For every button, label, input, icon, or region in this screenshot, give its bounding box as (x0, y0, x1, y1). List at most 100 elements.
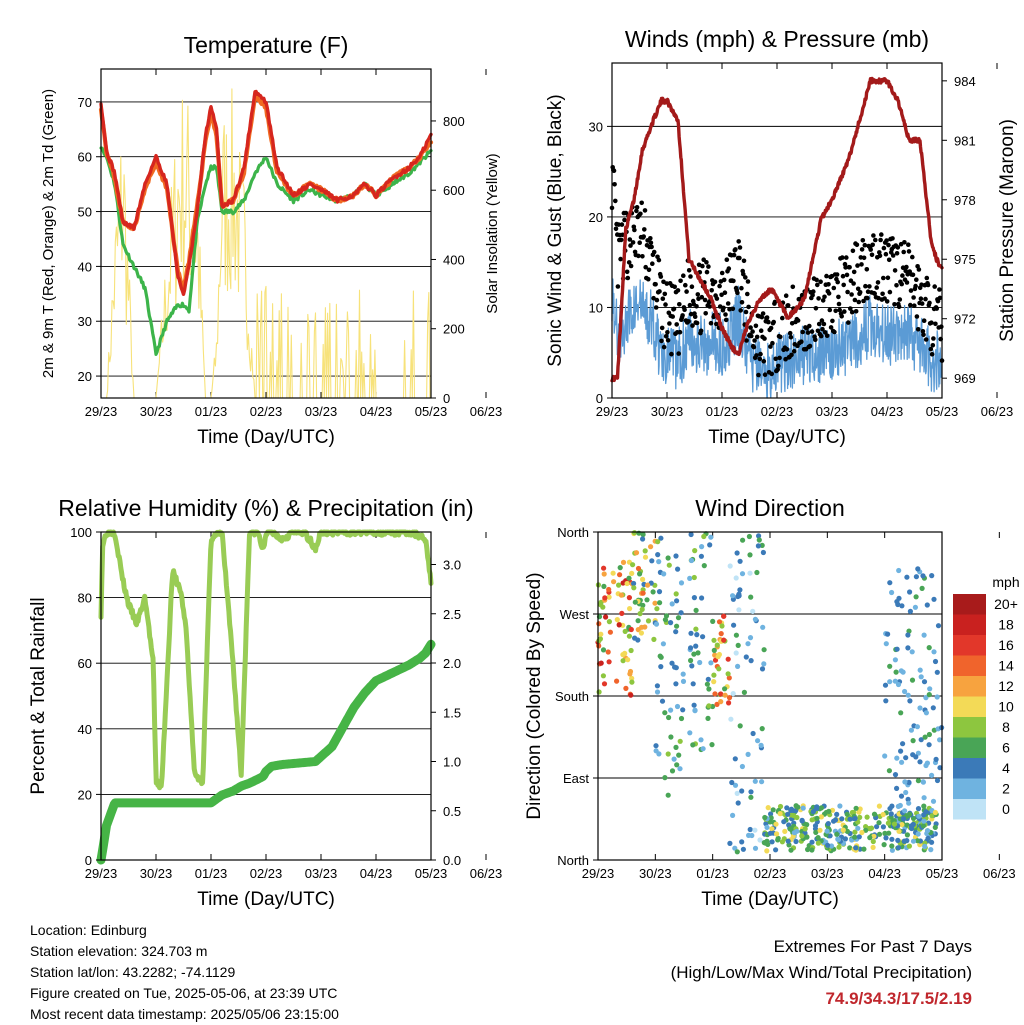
direction-point (910, 838, 917, 844)
direction-point (761, 647, 767, 653)
y2-tick-label: 975 (954, 252, 976, 267)
direction-point (674, 762, 680, 768)
direction-point (675, 615, 682, 621)
direction-point (620, 559, 627, 566)
direction-point (651, 636, 657, 643)
direction-point (915, 750, 922, 756)
wind-series (611, 278, 943, 399)
direction-point (827, 833, 833, 839)
direction-point (909, 649, 915, 655)
direction-point (810, 808, 817, 815)
direction-point (691, 702, 697, 708)
direction-point (895, 681, 902, 688)
direction-point (768, 815, 774, 821)
direction-point (624, 580, 630, 587)
chart-title: Relative Humidity (%) & Precipitation (i… (58, 495, 473, 521)
direction-point (718, 699, 724, 705)
gust-point (899, 281, 904, 287)
gust-point (738, 308, 743, 313)
gust-point (833, 308, 838, 314)
gust-point (776, 363, 781, 369)
station-elevation: Station elevation: 324.703 m (30, 943, 208, 959)
chart-title: Winds (mph) & Pressure (mb) (625, 26, 929, 52)
direction-point (777, 811, 783, 817)
gust-point (795, 318, 801, 323)
gust-point (919, 301, 925, 306)
direction-point (917, 759, 923, 765)
direction-point (788, 847, 794, 853)
direction-point (704, 681, 711, 687)
gust-point (709, 288, 714, 293)
direction-point (915, 778, 922, 784)
direction-point (839, 816, 845, 822)
gust-point (768, 344, 773, 349)
y-axis-label: Direction (Colored By Speed) (524, 572, 545, 819)
direction-point (746, 832, 752, 839)
direction-point (688, 630, 694, 636)
gust-point (638, 211, 643, 217)
direction-point (802, 826, 808, 832)
gust-point (937, 295, 943, 301)
direction-point (666, 562, 672, 568)
direction-point (656, 559, 662, 565)
gust-point (730, 306, 736, 312)
chart-title: Temperature (F) (184, 32, 349, 58)
direction-point (809, 847, 815, 853)
direction-point (601, 583, 607, 590)
y-tick-label: 80 (78, 591, 92, 606)
direction-point (840, 827, 846, 833)
direction-point (899, 759, 905, 765)
direction-point (781, 819, 787, 825)
direction-point (645, 618, 652, 624)
gust-point (771, 319, 776, 325)
gust-point (939, 324, 944, 330)
direction-point (648, 544, 654, 550)
gust-point (735, 290, 740, 296)
direction-point (706, 686, 712, 692)
gust-point (923, 296, 928, 302)
direction-point (748, 658, 754, 664)
gust-point (745, 291, 750, 297)
direction-point (784, 805, 790, 811)
direction-point (596, 638, 602, 644)
gust-point (704, 269, 710, 275)
extremes-subheading: (High/Low/Max Wind/Total Precipitation) (670, 963, 972, 982)
direction-point (892, 678, 898, 684)
gust-point (871, 233, 876, 238)
direction-point (758, 742, 764, 749)
gust-point (881, 275, 886, 281)
gust-point (821, 321, 827, 327)
direction-point (905, 645, 911, 651)
gust-point (751, 344, 757, 350)
plot-frame (611, 62, 943, 399)
gust-point (632, 227, 637, 233)
gust-point (897, 297, 903, 302)
gust-point (758, 328, 764, 334)
direction-point (674, 623, 680, 629)
direction-point (834, 831, 840, 837)
direction-point (817, 827, 823, 833)
direction-point (775, 837, 781, 843)
gust-point (843, 265, 848, 270)
gust-point (855, 263, 860, 268)
direction-point (932, 658, 939, 665)
direction-point (644, 597, 650, 603)
direction-point (616, 622, 622, 628)
gust-point (634, 208, 639, 214)
direction-point (716, 619, 723, 625)
direction-point (628, 692, 634, 698)
direction-point (804, 834, 810, 840)
direction-point (687, 730, 693, 736)
direction-point (915, 566, 921, 572)
gust-point (769, 371, 774, 377)
gust-point (663, 334, 669, 339)
gust-point (743, 309, 749, 315)
direction-point (661, 571, 667, 577)
direction-point (929, 813, 935, 819)
direction-point (675, 566, 681, 572)
direction-point (631, 585, 637, 591)
direction-point (692, 548, 698, 554)
direction-point (626, 633, 633, 639)
colorbar-swatch (953, 594, 986, 615)
chart-title: Wind Direction (695, 495, 845, 521)
